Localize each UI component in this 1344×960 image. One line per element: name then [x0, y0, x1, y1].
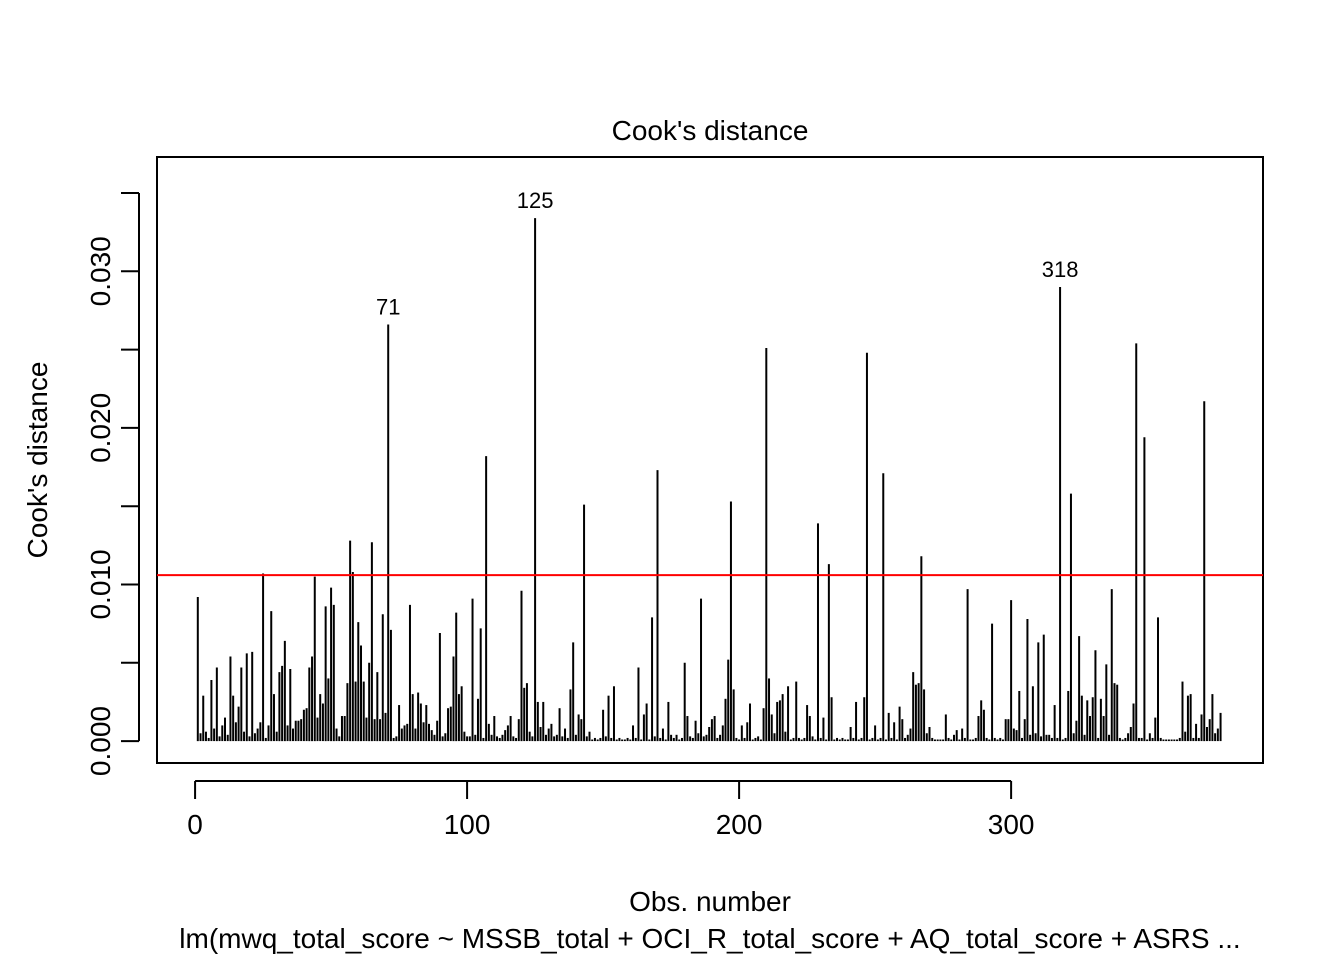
- subtitle: lm(mwq_total_score ~ MSSB_total + OCI_R_…: [179, 923, 1240, 954]
- point-label: 125: [517, 188, 554, 213]
- plot-frame: [156, 156, 1264, 764]
- x-tick-label: 200: [716, 809, 763, 840]
- y-axis-label: Cook's distance: [22, 362, 53, 559]
- x-tick-label: 0: [187, 809, 203, 840]
- x-tick-label: 100: [444, 809, 491, 840]
- point-label: 318: [1042, 257, 1079, 282]
- y-tick-label: 0.000: [85, 706, 116, 776]
- x-axis-label: Obs. number: [629, 886, 791, 917]
- y-tick-label: 0.020: [85, 393, 116, 463]
- y-tick-label: 0.010: [85, 549, 116, 619]
- y-tick-label: 0.030: [85, 236, 116, 306]
- chart-title: Cook's distance: [612, 115, 809, 146]
- x-tick-label: 300: [988, 809, 1035, 840]
- point-label: 71: [376, 295, 400, 320]
